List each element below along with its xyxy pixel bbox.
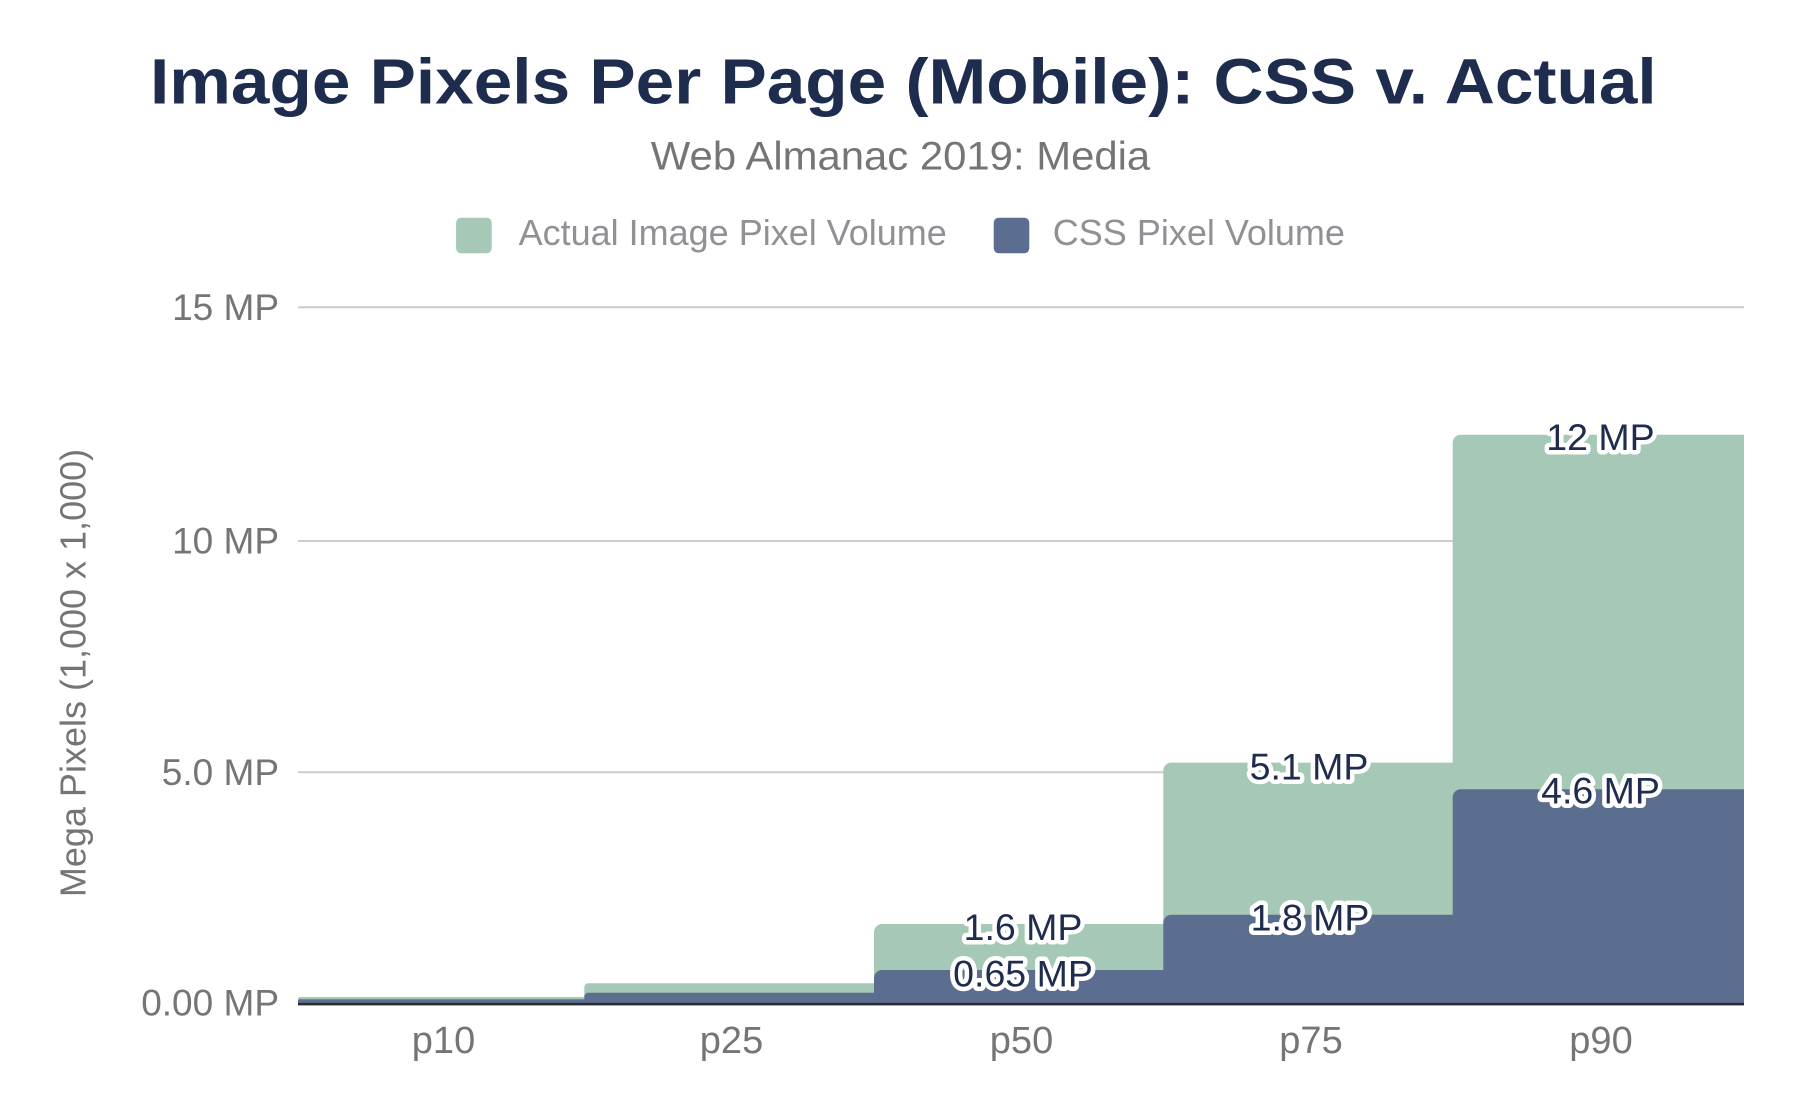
- svg-text:1.8 MP: 1.8 MP: [1251, 897, 1370, 939]
- svg-text:12 MP: 12 MP: [1546, 416, 1654, 458]
- svg-text:CSS Pixel Volume: CSS Pixel Volume: [1053, 212, 1345, 253]
- svg-text:p50: p50: [990, 1020, 1053, 1062]
- svg-text:0.00 MP: 0.00 MP: [141, 982, 279, 1023]
- svg-text:1.6 MP: 1.6 MP: [964, 906, 1083, 948]
- svg-text:10 MP: 10 MP: [172, 521, 279, 562]
- svg-text:Web Almanac 2019: Media: Web Almanac 2019: Media: [651, 133, 1151, 178]
- svg-text:5.1 MP: 5.1 MP: [1250, 745, 1369, 787]
- svg-text:p75: p75: [1279, 1020, 1342, 1062]
- svg-text:Actual Image Pixel Volume: Actual Image Pixel Volume: [519, 212, 947, 253]
- svg-text:Mega Pixels (1,000 x 1,000): Mega Pixels (1,000 x 1,000): [53, 449, 94, 897]
- svg-text:p25: p25: [700, 1020, 763, 1062]
- svg-text:p10: p10: [412, 1020, 475, 1062]
- svg-text:0.65 MP: 0.65 MP: [953, 953, 1093, 995]
- svg-text:4.6 MP: 4.6 MP: [1541, 770, 1660, 812]
- svg-text:p90: p90: [1569, 1020, 1632, 1062]
- svg-text:15 MP: 15 MP: [172, 287, 279, 328]
- svg-text:Image Pixels Per Page (Mobile): Image Pixels Per Page (Mobile): CSS v. A…: [150, 46, 1657, 118]
- svg-text:5.0 MP: 5.0 MP: [162, 752, 279, 793]
